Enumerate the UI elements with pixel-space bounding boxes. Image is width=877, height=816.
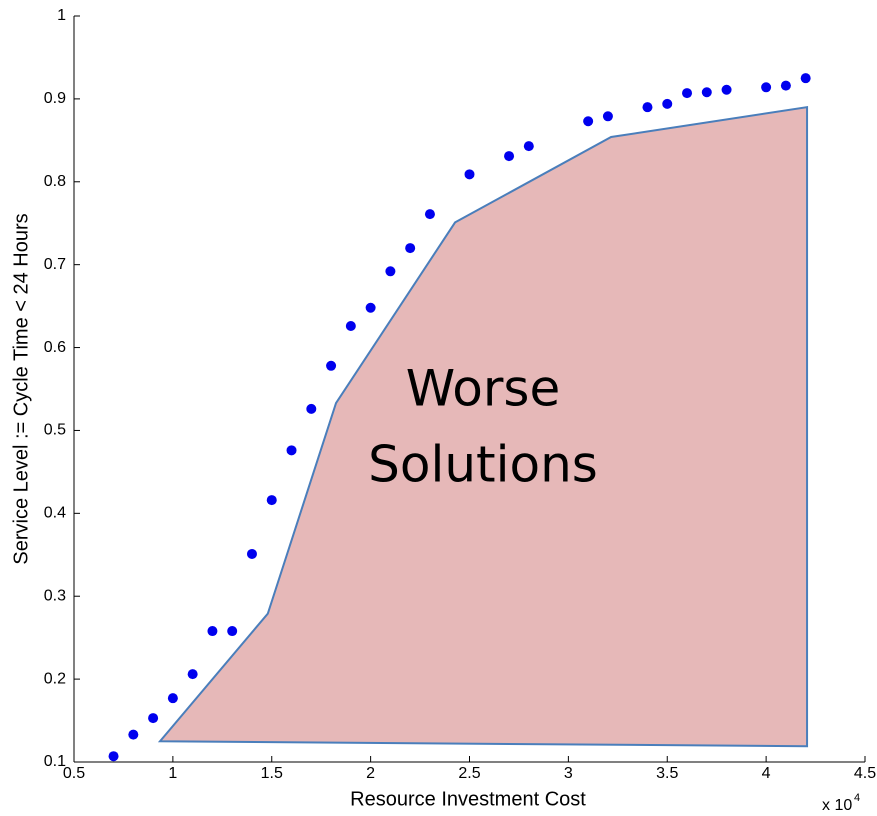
data-point — [662, 98, 673, 109]
y-tick-label: 0.3 — [44, 587, 66, 604]
data-point — [167, 693, 178, 704]
x-tick-label: 4.5 — [854, 765, 876, 782]
y-tick-label: 0.2 — [44, 670, 66, 687]
data-point — [504, 151, 515, 162]
data-point — [187, 669, 198, 680]
data-point — [721, 84, 732, 95]
y-tick-label: 1 — [57, 7, 66, 24]
x-scale-base: x 10 — [822, 797, 852, 814]
y-tick-label: 0.1 — [44, 753, 66, 770]
data-point — [761, 82, 772, 93]
x-tick-label: 1 — [168, 765, 177, 782]
data-point — [602, 111, 613, 122]
data-point — [246, 548, 257, 559]
data-point — [780, 80, 791, 91]
region-label: Worse — [406, 360, 560, 418]
data-point — [800, 73, 811, 84]
data-point — [464, 169, 475, 180]
data-point — [642, 102, 653, 113]
data-point — [405, 243, 416, 254]
y-tick-label: 0.7 — [44, 256, 66, 273]
data-point — [682, 88, 693, 99]
data-point — [365, 302, 376, 313]
data-point — [385, 266, 396, 277]
data-point — [306, 403, 317, 414]
x-tick-label: 1.5 — [261, 765, 283, 782]
x-tick-label: 3.5 — [656, 765, 678, 782]
data-point — [701, 87, 712, 98]
data-point — [345, 321, 356, 332]
worse-region — [157, 106, 809, 748]
y-tick-label: 0.4 — [44, 505, 66, 522]
data-point — [266, 495, 277, 506]
data-point — [286, 445, 297, 456]
y-tick-label: 0.9 — [44, 90, 66, 107]
y-tick-label: 0.8 — [44, 173, 66, 190]
data-point — [148, 713, 159, 724]
y-tick-label: 0.5 — [44, 422, 66, 439]
data-point — [523, 141, 534, 152]
x-tick-label: 2.5 — [458, 765, 480, 782]
x-tick-label: 4 — [762, 765, 771, 782]
data-point — [128, 729, 139, 740]
x-tick-label: 0.5 — [63, 765, 85, 782]
y-axis-label: Service Level := Cycle Time < 24 Hours — [10, 213, 32, 564]
x-tick-label: 3 — [564, 765, 573, 782]
data-point — [207, 626, 218, 637]
y-tick-label: 0.6 — [44, 339, 66, 356]
data-point — [583, 116, 594, 127]
data-point — [227, 626, 238, 637]
data-point — [108, 751, 119, 762]
data-point — [424, 209, 435, 220]
x-axis-label: Resource Investment Cost — [350, 788, 586, 810]
x-tick-label: 2 — [366, 765, 375, 782]
x-scale-exponent: 4 — [854, 792, 860, 804]
data-point — [326, 360, 337, 371]
region-label: Solutions — [368, 436, 598, 494]
